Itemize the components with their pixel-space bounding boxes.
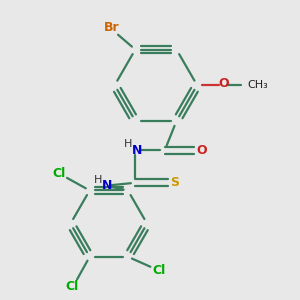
Text: O: O — [196, 144, 207, 157]
Text: H: H — [124, 139, 132, 149]
Text: Br: Br — [104, 21, 119, 34]
Text: Cl: Cl — [152, 263, 166, 277]
Text: Cl: Cl — [65, 280, 79, 293]
Text: CH₃: CH₃ — [247, 80, 268, 90]
Text: O: O — [218, 77, 229, 90]
Text: H: H — [93, 175, 102, 185]
Text: S: S — [170, 176, 179, 189]
Text: N: N — [102, 179, 112, 192]
Text: Cl: Cl — [52, 167, 65, 180]
Text: N: N — [132, 144, 142, 157]
